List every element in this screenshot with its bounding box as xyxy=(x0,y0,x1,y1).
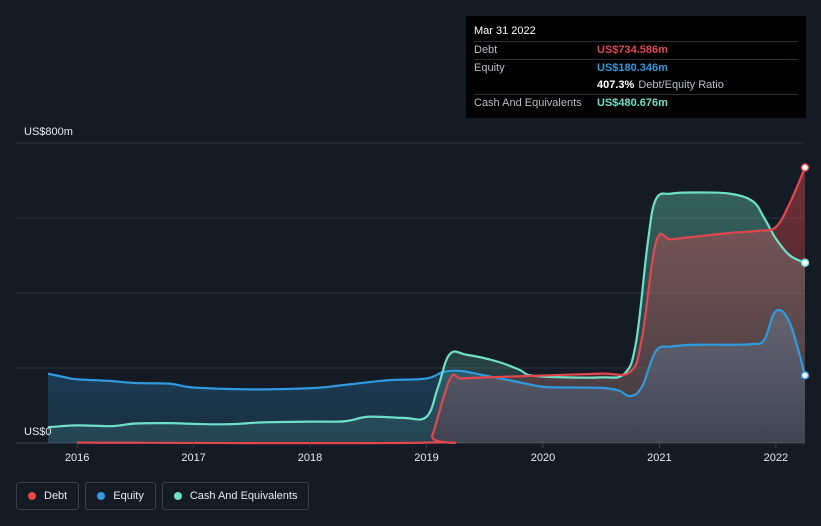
tooltip-date: Mar 31 2022 xyxy=(474,24,798,42)
tooltip-value: 407.3% Debt/Equity Ratio xyxy=(597,77,724,94)
tooltip-value: US$480.676m xyxy=(597,97,668,109)
y-axis-bottom-label: US$0 xyxy=(24,426,52,438)
y-axis-top-label: US$800m xyxy=(24,126,73,138)
equity-line xyxy=(47,308,807,398)
x-tick-label: 2020 xyxy=(531,452,555,464)
tooltip-label: Debt xyxy=(474,44,498,56)
x-tick-label: 2017 xyxy=(181,452,205,464)
x-tick-label: 2019 xyxy=(414,452,438,464)
debt-area xyxy=(77,167,806,444)
ratio-suffix: Debt/Equity Ratio xyxy=(638,79,724,91)
tooltip-row-ratio: 407.3% Debt/Equity Ratio xyxy=(474,77,798,95)
ratio-value: 407.3% xyxy=(597,79,635,91)
tooltip-row-equity: Equity US$180.346m xyxy=(474,60,798,77)
debt-dot-icon xyxy=(28,492,36,500)
debt-line xyxy=(77,167,807,445)
cash-dot-icon xyxy=(173,492,182,500)
tooltip-label: Equity xyxy=(474,62,505,74)
chart-legend: Debt Equity Cash And Equivalents xyxy=(16,482,310,510)
x-tick-label: 2018 xyxy=(298,452,322,464)
equity-dot-icon xyxy=(97,492,106,500)
legend-label: Cash And Equivalents xyxy=(189,490,298,502)
debt-end-point xyxy=(800,163,810,172)
tooltip-value: US$180.346m xyxy=(597,62,668,74)
data-tooltip: Mar 31 2022 Debt US$734.586m Equity US$1… xyxy=(466,16,806,118)
tooltip-value: US$734.586m xyxy=(597,44,668,56)
cash-and-equivalents-end-point xyxy=(800,258,810,267)
legend-item-equity[interactable]: Equity xyxy=(85,482,156,510)
tooltip-label xyxy=(474,77,597,94)
x-tick-label: 2016 xyxy=(65,452,89,464)
tooltip-label: Cash And Equivalents xyxy=(474,97,582,109)
area-layer xyxy=(48,167,806,444)
legend-item-debt[interactable]: Debt xyxy=(16,482,80,510)
tooltip-row-cash: Cash And Equivalents US$480.676m xyxy=(474,95,798,112)
x-tick-label: 2022 xyxy=(764,452,788,464)
line-layer xyxy=(47,163,810,445)
cash-and-equivalents-line xyxy=(47,191,806,429)
equity-end-point xyxy=(800,371,810,380)
legend-label: Equity xyxy=(113,490,144,502)
legend-item-cash[interactable]: Cash And Equivalents xyxy=(161,482,310,510)
tooltip-row-debt: Debt US$734.586m xyxy=(474,42,798,60)
legend-label: Debt xyxy=(44,490,68,502)
axis-layer: 2016 2017 2018 2019 2020 2021 2022 xyxy=(65,443,788,464)
x-tick-label: 2021 xyxy=(647,452,671,464)
